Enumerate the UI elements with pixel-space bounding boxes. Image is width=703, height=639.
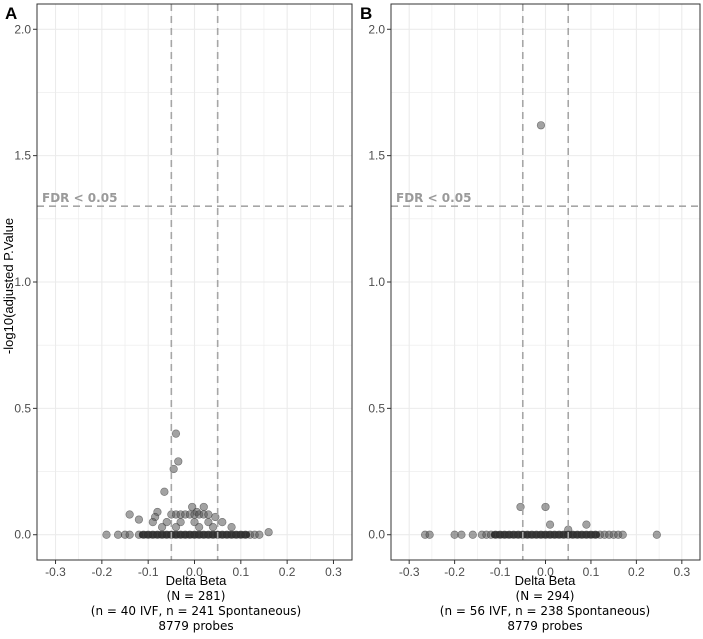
panel-b-plot-area: FDR < 0.05 (390, 3, 701, 561)
panel-a-plot-area: FDR < 0.05 (36, 3, 353, 561)
panel-b-dense-points-band (490, 531, 601, 539)
panel-a-data-point (125, 510, 134, 519)
panel-a-x-tick-label: -0.3 (45, 565, 66, 579)
panel-b-data-point (468, 530, 477, 539)
panel-a-y-tick-label: 0.0 (14, 528, 31, 542)
panel-a-fdr-label: FDR < 0.05 (42, 191, 117, 205)
panel-a-data-point (208, 523, 218, 532)
panel-b-y-tick-label: 0.5 (368, 401, 385, 415)
panel-a: A -log10(adjusted P.Value Delta Beta (N … (1, 3, 353, 633)
panel-a-x-tick-label: 0.3 (325, 565, 342, 579)
panel-a-data-point (255, 530, 264, 539)
panel-a-data-point (174, 457, 183, 466)
panel-b-x-axis-title: Delta Beta (515, 573, 576, 588)
panel-b-y-tick-label: 1.0 (368, 275, 385, 289)
panel-b-data-point (541, 502, 550, 512)
panel-a-dense-points-band (138, 531, 251, 539)
panel-a-x-tick-label: -0.2 (92, 565, 113, 579)
panel-b-data-point (450, 530, 459, 539)
panel-a-data-point (204, 517, 213, 527)
panel-b-x-tick-label: 0.2 (628, 565, 645, 579)
panel-a-data-point (134, 515, 144, 524)
panel-b-x-tick-label: -0.2 (444, 565, 465, 579)
panel-b-x-tick-label: 0.3 (673, 565, 690, 579)
panel-b-x-tick-label: -0.3 (399, 565, 420, 579)
panel-a-data-point (125, 530, 134, 539)
panel-a-y-tick-label: 2.0 (14, 22, 31, 36)
panel-a-x-tick-label: 0.0 (186, 565, 203, 579)
panel-b-data-point (618, 530, 627, 539)
panel-b-y-tick-label: 1.5 (368, 149, 385, 163)
panel-b-y-tick-label: 0.0 (368, 528, 385, 542)
panel-b-caption-n: (N = 294) (516, 589, 575, 603)
panel-a-data-point (199, 502, 208, 512)
panel-b-fdr-label: FDR < 0.05 (396, 191, 471, 205)
panel-a-caption-n: (N = 281) (167, 589, 226, 603)
panel-a-letter: A (5, 4, 17, 23)
panel-b-x-tick-label: -0.1 (490, 565, 511, 579)
panel-b-caption-groups: (n = 56 IVF, n = 238 Spontaneous) (440, 604, 650, 618)
panel-a-data-point (204, 510, 213, 519)
panel-b-letter: B (360, 4, 372, 23)
panel-a-data-point (264, 528, 273, 537)
panel-a-data-point (148, 517, 157, 527)
panel-a-y-tick-label: 0.5 (14, 401, 31, 415)
panel-a-data-point (160, 487, 169, 496)
panel-b-y-tick-label: 2.0 (368, 22, 385, 36)
panel-a-x-tick-label: 0.2 (279, 565, 296, 579)
panel-b-x-tick-label: 0.0 (537, 565, 554, 579)
panel-a-x-tick-label: -0.1 (138, 565, 159, 579)
panel-b-data-point (652, 530, 661, 539)
panel-a-data-point (162, 517, 171, 527)
panel-a-y-tick-label: 1.0 (14, 275, 31, 289)
panel-a-caption-groups: (n = 40 IVF, n = 241 Spontaneous) (91, 604, 301, 618)
panel-b-data-point (582, 520, 591, 529)
panel-a-y-tick-label: 1.5 (14, 149, 31, 163)
panel-a-data-point (113, 530, 123, 539)
panel-b-data-point (536, 121, 546, 130)
panel-b: B Delta Beta (N = 294) (n = 56 IVF, n = … (360, 3, 701, 633)
panel-b-data-point (425, 530, 434, 539)
panel-a-data-point (171, 429, 181, 438)
panel-a-data-point (190, 517, 199, 527)
panel-b-data-point (457, 530, 466, 539)
panel-a-data-point (218, 517, 227, 527)
panel-a-data-point (188, 502, 197, 512)
panel-a-data-point (102, 530, 111, 539)
panel-a-data-point (169, 464, 178, 474)
panel-a-caption-probes: 8779 probes (158, 619, 233, 633)
panel-a-data-point (157, 523, 167, 532)
panel-a-data-point (227, 523, 236, 532)
panel-b-data-point (545, 520, 555, 529)
panel-a-data-point (195, 523, 204, 532)
panel-a-y-axis-title: -log10(adjusted P.Value (1, 218, 16, 354)
panel-b-x-tick-label: 0.1 (583, 565, 600, 579)
panel-a-x-axis-title: Delta Beta (166, 573, 227, 588)
panel-a-data-point (171, 523, 181, 532)
panel-a-data-point (176, 517, 185, 527)
panel-a-x-tick-label: 0.1 (232, 565, 249, 579)
panel-b-caption-probes: 8779 probes (507, 619, 582, 633)
